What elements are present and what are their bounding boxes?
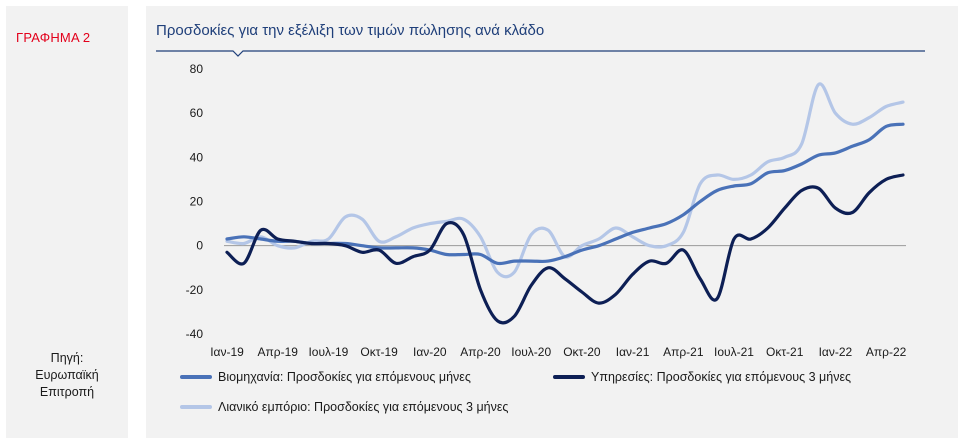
legend-swatch-retail: [180, 405, 212, 409]
legend-label-retail: Λιανικό εμπόριο: Προσδοκίες για επόμενου…: [218, 400, 509, 414]
legend-item-industry: Βιομηχανία: Προσδοκίες για επόμενους μήν…: [180, 370, 471, 384]
y-tick-label: 0: [196, 239, 203, 253]
chart-title: Προσδοκίες για την εξέλιξη των τιμών πώλ…: [156, 22, 545, 39]
x-tick-label: Ιουλ-19: [308, 345, 348, 359]
x-tick-label: Απρ-19: [257, 345, 298, 359]
legend-swatch-industry: [180, 375, 212, 379]
x-tick-label: Ιουλ-21: [714, 345, 754, 359]
y-axis: 80 60 40 20 0 -20 -40: [186, 62, 906, 341]
x-axis: Ιαν-19 Απρ-19 Ιουλ-19 Οκτ-19 Ιαν-20 Απρ-20 Ιου…: [210, 345, 906, 359]
legend-swatch-services: [553, 375, 585, 379]
x-tick-label: Ιουλ-20: [511, 345, 551, 359]
source-note: Πηγή: Ευρωπαϊκή Επιτροπή: [6, 350, 128, 401]
y-tick-label: 40: [190, 150, 204, 164]
x-tick-label: Οκτ-21: [766, 345, 804, 359]
series-line-services: [225, 173, 905, 325]
series-line-retail: [225, 82, 905, 279]
x-tick-label: Απρ-22: [866, 345, 907, 359]
figure-label: ΓΡΑΦΗΜΑ 2: [16, 30, 91, 45]
x-tick-label: Ιαν-19: [210, 345, 244, 359]
y-tick-label: -20: [186, 283, 204, 297]
x-tick-label: Απρ-20: [460, 345, 501, 359]
x-tick-label: Ιαν-21: [616, 345, 650, 359]
legend-label-industry: Βιομηχανία: Προσδοκίες για επόμενους μήν…: [218, 370, 471, 384]
title-underline: [156, 50, 925, 57]
source-line-2: Ευρωπαϊκή: [35, 368, 99, 382]
y-tick-label: 60: [190, 106, 204, 120]
x-tick-label: Οκτ-20: [563, 345, 601, 359]
legend-item-services: Υπηρεσίες: Προσδοκίες για επόμενους 3 μή…: [553, 370, 851, 384]
chart-panel: [146, 6, 958, 438]
source-line-3: Επιτροπή: [39, 385, 95, 399]
x-tick-label: Οκτ-19: [360, 345, 398, 359]
y-tick-label: 80: [190, 62, 204, 76]
x-tick-label: Ιαν-22: [819, 345, 853, 359]
source-line-1: Πηγή:: [50, 351, 84, 365]
legend-label-services: Υπηρεσίες: Προσδοκίες για επόμενους 3 μή…: [591, 370, 852, 384]
legend-item-retail: Λιανικό εμπόριο: Προσδοκίες για επόμενου…: [180, 400, 508, 414]
y-tick-label: 20: [190, 195, 204, 209]
y-tick-label: -40: [186, 327, 204, 341]
title-rule-line: [156, 50, 925, 57]
x-tick-label: Ιαν-20: [413, 345, 447, 359]
x-tick-label: Απρ-21: [663, 345, 704, 359]
side-panel: [6, 6, 128, 438]
series-layer: [225, 82, 905, 325]
